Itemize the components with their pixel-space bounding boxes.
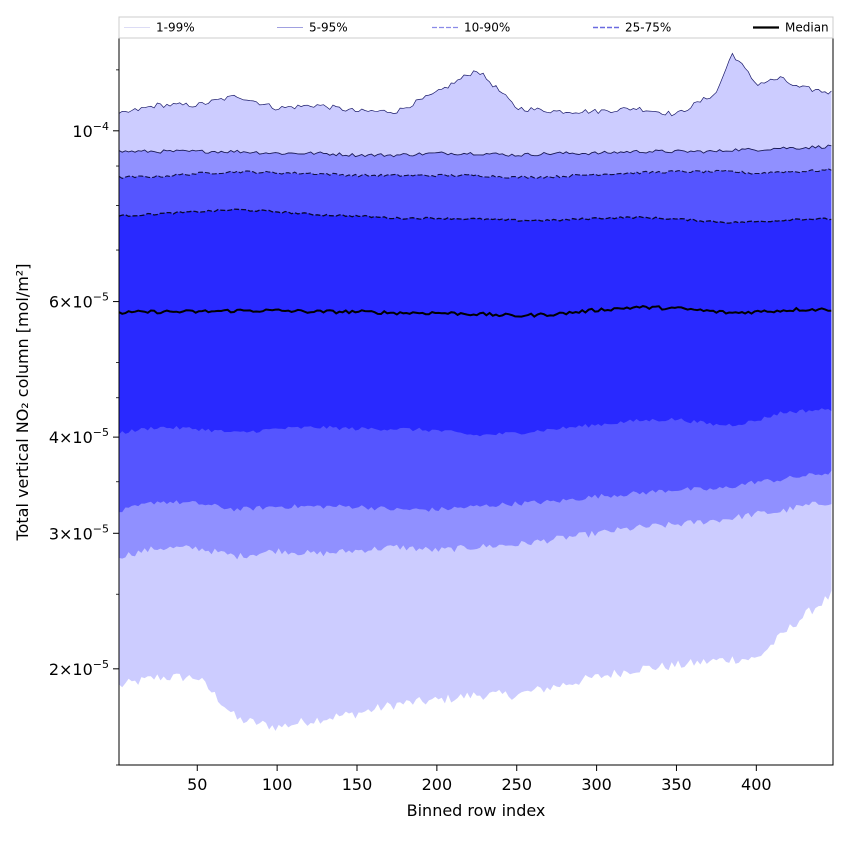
x-tick-label: 100	[262, 775, 293, 794]
legend: 1-99% 5-95% 10-90% 25-75% Median	[118, 16, 834, 39]
legend-box	[118, 16, 834, 39]
median-line	[118, 305, 832, 318]
x-tick-label: 250	[501, 775, 532, 794]
band-25-75	[119, 209, 832, 437]
x-tick-label: 150	[342, 775, 373, 794]
band-upper-edge-10-90	[118, 168, 832, 180]
band-upper-edge-1-99	[118, 52, 832, 117]
legend-label: 25-75%	[625, 21, 671, 35]
band-upper-edge-25-75	[118, 208, 832, 224]
band-layer	[119, 53, 832, 731]
band-edge-layer	[118, 52, 832, 224]
y-tick-label: 10−4	[72, 120, 109, 141]
y-tick-label: 6×10−5	[49, 291, 109, 312]
y-tick-label: 2×10−5	[49, 658, 109, 679]
x-tick-label: 300	[581, 775, 612, 794]
legend-label: 5-95%	[309, 21, 348, 35]
x-tick-label: 50	[187, 775, 207, 794]
x-tick-label: 350	[661, 775, 692, 794]
y-tick-label: 3×10−5	[49, 522, 109, 543]
x-tick-label: 200	[422, 775, 453, 794]
x-axis-title: Binned row index	[407, 801, 546, 820]
x-axis: 50 100 150 200 250 300 350 400	[187, 765, 772, 794]
x-tick-label: 400	[741, 775, 772, 794]
legend-label: 10-90%	[464, 21, 510, 35]
y-tick-label: 4×10−5	[49, 426, 109, 447]
y-axis-title: Total vertical NO₂ column [mol/m²]	[13, 264, 32, 542]
y-axis: 10−4 6×10−5 4×10−5 3×10−5 2×10−5	[49, 69, 119, 766]
legend-label: Median	[785, 21, 829, 35]
legend-label: 1-99%	[156, 21, 195, 35]
median-layer	[118, 305, 832, 318]
band-upper-edge-5-95	[118, 144, 832, 158]
